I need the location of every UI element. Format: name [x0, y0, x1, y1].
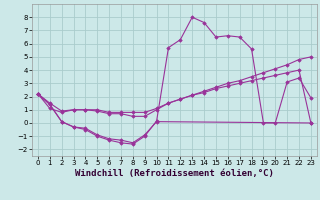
- X-axis label: Windchill (Refroidissement éolien,°C): Windchill (Refroidissement éolien,°C): [75, 169, 274, 178]
